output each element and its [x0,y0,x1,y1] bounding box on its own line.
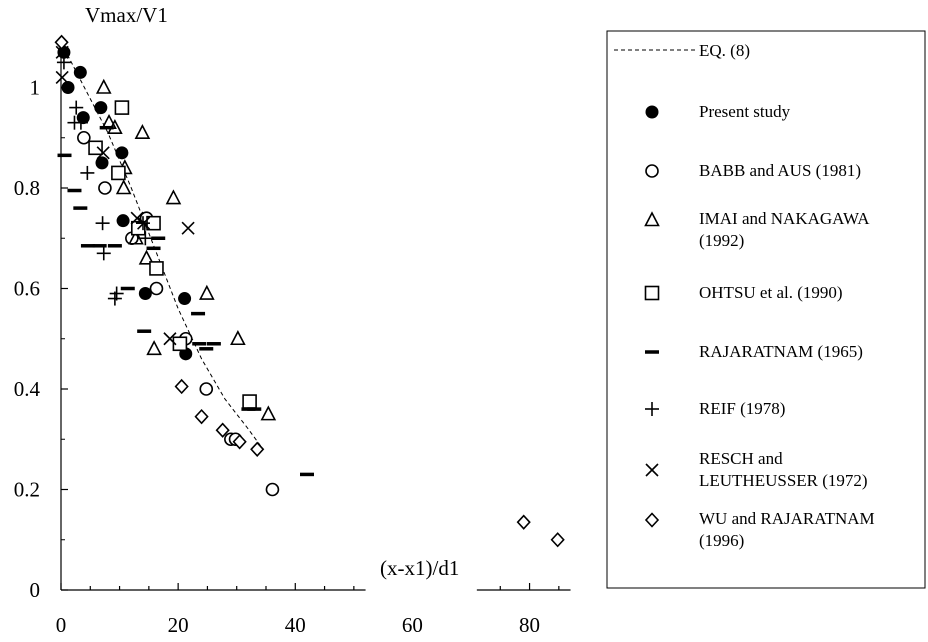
y-tick-label: 0.8 [14,176,40,200]
data-point [146,340,162,356]
data-point [172,336,188,352]
x-tick-label: 60 [402,613,423,637]
data-point [174,378,189,395]
data-point [181,221,195,235]
data-point [116,214,130,228]
data-point [199,284,215,300]
data-point [134,123,151,140]
data-point [109,286,124,301]
data-point [57,45,71,59]
data-point [76,111,90,125]
data-point [260,405,277,421]
data-point [242,394,257,409]
data-point [232,434,247,450]
data-point [95,216,110,231]
data-point [96,146,110,160]
x-tick-label: 0 [56,613,67,637]
data-point [56,55,71,70]
data-point [95,156,109,170]
y-axis-label: Vmax/V1 [85,3,168,27]
x-tick-label: 80 [519,613,540,637]
legend-marker [645,463,659,477]
data-point [114,100,130,115]
data-point [250,441,265,457]
legend-marker [644,512,660,528]
data-point [69,100,84,115]
data-point [550,532,565,548]
data-point [138,287,152,301]
data-point [61,81,75,94]
y-tick-label: 0.6 [14,277,40,301]
data-point [96,246,111,261]
data-point [95,78,112,94]
y-tick-label: 0 [30,578,41,602]
data-point [98,181,112,195]
data-point [88,140,103,156]
data-point [55,45,69,59]
data-point [130,211,144,225]
x-tick-label: 40 [285,613,306,637]
legend-marker [645,164,659,178]
data-point [54,34,69,50]
data-point [165,189,182,205]
data-point [138,231,153,246]
y-tick-label: 0.2 [14,478,40,502]
data-point [94,101,108,115]
data-point [77,130,91,145]
data-point [73,115,88,130]
data-point [194,408,209,425]
legend-entry-label: BABB and AUS (1981) [699,161,861,180]
legend-box [606,30,926,589]
y-tick-label: 0.4 [14,377,41,401]
data-point [199,382,214,396]
data-point [115,179,132,195]
legend-marker [645,402,659,416]
x-axis-label: (x-x1)/d1 [380,556,459,580]
data-point [215,422,230,438]
legend-entry-label: REIF (1978) [699,399,785,418]
data-point [163,332,177,346]
data-point [111,165,126,181]
data-point [115,146,129,160]
data-point [73,65,87,79]
legend-entry-label: EQ. (8) [699,41,750,60]
y-tick-label: 1 [30,76,41,100]
data-point [137,216,151,230]
data-point [55,70,69,85]
legend: EQ. (8) Present study BABB and AUS (1981) I… [606,30,926,589]
data-point [149,281,164,296]
data-point [265,482,280,497]
legend-entry-label: RAJARATNAM (1965) [699,342,863,361]
legend-entry-label: RESCH and LEUTHEUSSER (1972) [699,449,868,490]
data-point [178,292,192,306]
legend-marker [645,105,659,119]
data-points-layer [54,34,565,548]
legend-marker [644,285,660,301]
legend-entry-label: OHTSU et al. (1990) [699,283,843,302]
legend-marker [644,211,660,227]
legend-entry-label: IMAI and NAKAGAWA (1992) [699,209,870,250]
data-point [138,249,155,265]
legend-entry-label: Present study [699,102,791,121]
data-point [149,261,164,276]
axes: 0 0.2 0.4 0.6 0.8 1 0 20 40 60 80 Vmax/V1 (x-x1)/d1 [14,3,571,637]
data-point [516,514,531,530]
legend-entry-label: WU and RAJARATNAM (1996) [699,509,875,550]
x-tick-label: 20 [168,613,189,637]
data-point [230,330,246,346]
data-point [80,165,95,180]
